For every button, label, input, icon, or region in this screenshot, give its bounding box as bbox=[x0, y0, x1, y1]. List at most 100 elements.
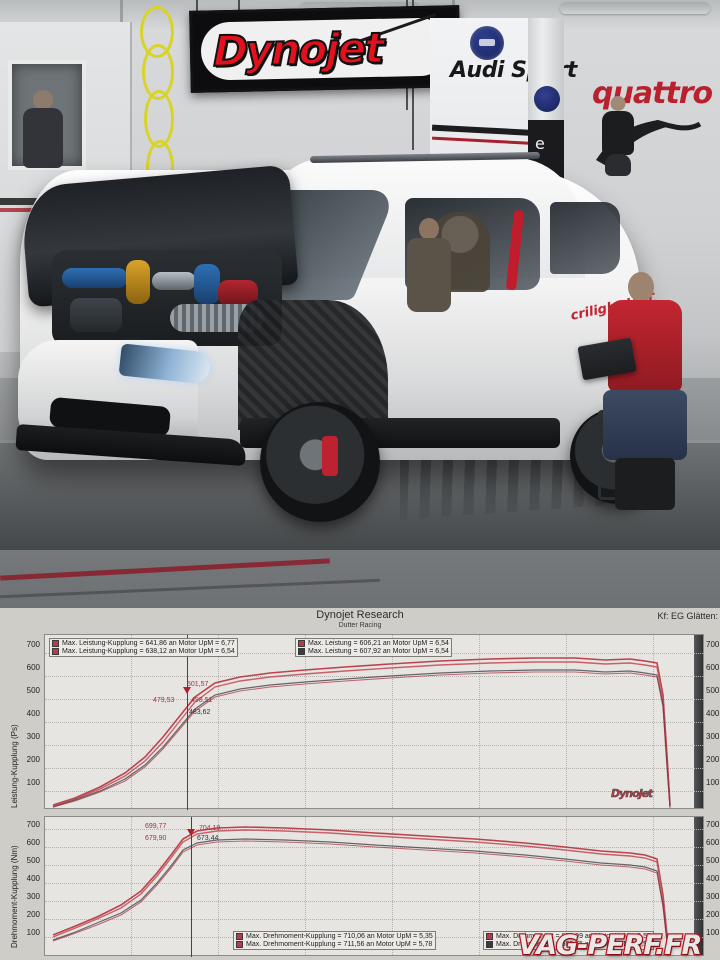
torque-ytick-500: 500 bbox=[26, 856, 40, 865]
legend-label: Max. Leistung-Kupplung = 641,86 an Motor… bbox=[62, 640, 235, 647]
torque-ytick-200: 200 bbox=[26, 910, 40, 919]
torque-legend-left[interactable]: Max. Drehmoment-Kupplung = 710,06 an Mot… bbox=[233, 931, 436, 950]
power-ytick-right-300: 300 bbox=[706, 732, 720, 741]
torque-legend-right[interactable]: Max. Drehmoment = 679,99 an Motor UpM = … bbox=[483, 931, 654, 950]
torque-annotation-0: 699,77 bbox=[145, 823, 167, 830]
legend-swatch-icon bbox=[486, 941, 493, 948]
power-ytick-right-500: 500 bbox=[706, 686, 720, 695]
power-ytick-right-200: 200 bbox=[706, 755, 720, 764]
power-cursor-marker bbox=[183, 687, 191, 694]
torque-ytick-right-100: 100 bbox=[706, 928, 720, 937]
legend-swatch-icon bbox=[236, 933, 243, 940]
engine-pipe bbox=[194, 264, 220, 304]
legend-label: Max. Drehmoment-Kupplung = 710,06 an Mot… bbox=[246, 933, 433, 940]
banner-inner: Dynojet bbox=[200, 13, 450, 81]
power-ytick-right-600: 600 bbox=[706, 663, 720, 672]
engine-pipe bbox=[126, 260, 150, 304]
engine-pipe bbox=[152, 272, 196, 290]
torque-annotation-2: 679,90 bbox=[145, 835, 167, 842]
ceiling-beam bbox=[120, 0, 123, 30]
power-ytick-right-100: 100 bbox=[706, 778, 720, 787]
legend-label: Max. Drehmoment = 685,75 an Motor UpM = … bbox=[496, 941, 651, 948]
power-ytick-200: 200 bbox=[26, 755, 40, 764]
torque-ytick-400: 400 bbox=[26, 874, 40, 883]
ceiling-duct bbox=[560, 2, 710, 14]
intercooler-pipe bbox=[62, 268, 128, 288]
torque-cursor-line bbox=[191, 817, 192, 957]
power-ytick-300: 300 bbox=[26, 732, 40, 741]
person-standing bbox=[596, 96, 640, 176]
legend-row: Max. Leistung = 606,21 an Motor UpM = 6,… bbox=[298, 640, 449, 647]
legend-swatch-icon bbox=[52, 648, 59, 655]
legend-row: Max. Drehmoment = 685,75 an Motor UpM = … bbox=[486, 941, 651, 948]
legend-row: Max. Leistung-Kupplung = 638,12 an Motor… bbox=[52, 648, 235, 655]
legend-swatch-icon bbox=[298, 648, 305, 655]
right-axis-bar bbox=[694, 817, 703, 955]
site-watermark: VAG-PERF.FR bbox=[517, 929, 704, 960]
legend-label: Max. Leistung = 607,92 an Motor UpM = 6,… bbox=[308, 648, 449, 655]
pillar-letter: e bbox=[535, 134, 545, 153]
torque-ytick-right-500: 500 bbox=[706, 856, 720, 865]
legend-row: Max. Drehmoment-Kupplung = 710,06 an Mot… bbox=[236, 933, 433, 940]
torque-curves bbox=[52, 826, 671, 956]
power-ytick-400: 400 bbox=[26, 709, 40, 718]
person-beside-car bbox=[404, 218, 454, 328]
person-in-window bbox=[20, 88, 66, 170]
torque-ytick-300: 300 bbox=[26, 892, 40, 901]
power-legend-right[interactable]: Max. Leistung = 606,21 an Motor UpM = 6,… bbox=[295, 638, 452, 657]
power-annotation-1: 479,53 bbox=[153, 697, 175, 704]
torque-ytick-right-300: 300 bbox=[706, 892, 720, 901]
legend-label: Max. Drehmoment = 679,99 an Motor UpM = … bbox=[496, 933, 651, 940]
legend-label: Max. Drehmoment-Kupplung = 711,56 an Mot… bbox=[246, 941, 433, 948]
legend-label: Max. Leistung = 606,21 an Motor UpM = 6,… bbox=[308, 640, 449, 647]
engine-bay bbox=[52, 250, 282, 346]
legend-row: Max. Drehmoment-Kupplung = 711,56 an Mot… bbox=[236, 941, 433, 948]
legend-row: Max. Leistung = 607,92 an Motor UpM = 6,… bbox=[298, 648, 449, 655]
power-ytick-right-700: 700 bbox=[706, 640, 720, 649]
power-ytick-600: 600 bbox=[26, 663, 40, 672]
front-wheel bbox=[260, 402, 380, 522]
torque-annotation-1: 704,19 bbox=[199, 825, 221, 832]
power-annotation-2: 498,51 bbox=[191, 697, 213, 704]
dynojet-chart-panel: Dynojet Research Dutter Racing Kf: EG Gl… bbox=[0, 608, 720, 960]
power-curves bbox=[52, 657, 671, 809]
torque-cursor-marker bbox=[187, 829, 195, 836]
kf-smoothing-label: Kf: EG Glätten: bbox=[657, 611, 718, 621]
legend-swatch-icon bbox=[52, 640, 59, 647]
engine-block bbox=[70, 298, 122, 332]
torque-ytick-700: 700 bbox=[26, 820, 40, 829]
person-seated-operator bbox=[600, 272, 690, 512]
torque-plot-area[interactable]: 699,77 704,19 679,90 673,44 Max. Drehmom… bbox=[44, 816, 704, 957]
legend-swatch-icon bbox=[236, 941, 243, 948]
legend-row: Max. Leistung-Kupplung = 641,86 an Motor… bbox=[52, 640, 235, 647]
power-plot-area[interactable]: 501,57 479,53 498,51 483,62 Dynojet Max.… bbox=[44, 634, 704, 810]
torque-ytick-100: 100 bbox=[26, 928, 40, 937]
chart-title: Dynojet Research bbox=[316, 609, 404, 621]
legend-swatch-icon bbox=[298, 640, 305, 647]
power-ytick-700: 700 bbox=[26, 640, 40, 649]
banner-logo-text: Dynojet bbox=[207, 22, 388, 77]
legend-label: Max. Leistung-Kupplung = 638,12 an Motor… bbox=[62, 648, 235, 655]
power-legend-left[interactable]: Max. Leistung-Kupplung = 641,86 an Motor… bbox=[49, 638, 238, 657]
torque-ytick-right-200: 200 bbox=[706, 910, 720, 919]
dyno-workshop-photo: Dynojet Audi Sport e quattro bbox=[0, 0, 720, 608]
power-cursor-line bbox=[187, 635, 188, 810]
chart-subtitle: Dutter Racing bbox=[338, 622, 382, 629]
audi-rings-icon bbox=[470, 26, 504, 60]
torque-ytick-right-700: 700 bbox=[706, 820, 720, 829]
vw-polo-car: crilight HST bbox=[10, 140, 670, 560]
power-ytick-100: 100 bbox=[26, 778, 40, 787]
dynojet-banner: Dynojet bbox=[189, 5, 461, 93]
torque-ytick-right-600: 600 bbox=[706, 838, 720, 847]
torque-ytick-right-400: 400 bbox=[706, 874, 720, 883]
chart-header: Dynojet Research Dutter Racing Kf: EG Gl… bbox=[0, 608, 720, 634]
audi-rings-icon bbox=[534, 86, 560, 112]
dynojet-logo-watermark: Dynojet bbox=[611, 787, 654, 801]
power-ytick-right-400: 400 bbox=[706, 709, 720, 718]
right-axis-bar bbox=[694, 635, 703, 808]
legend-swatch-icon bbox=[486, 933, 493, 940]
legend-row: Max. Drehmoment = 679,99 an Motor UpM = … bbox=[486, 933, 651, 940]
brake-caliper bbox=[322, 435, 339, 476]
power-annotation-0: 501,57 bbox=[187, 681, 209, 688]
